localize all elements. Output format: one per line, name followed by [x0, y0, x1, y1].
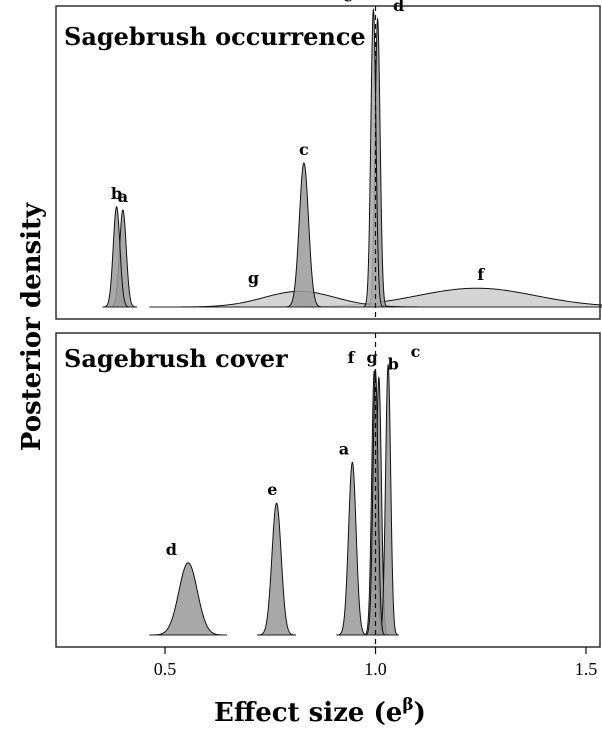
density-fill-d	[367, 19, 389, 307]
panel-title: Sagebrush occurrence	[64, 22, 366, 51]
density-curve-a	[336, 461, 369, 636]
curve-label-e: e	[267, 480, 277, 499]
x-axis-title-close: )	[414, 698, 426, 728]
panel-frame	[55, 332, 601, 648]
density-fill-c	[284, 163, 324, 307]
curve-label-f: f	[348, 348, 356, 367]
x-axis-title-superscript: β	[402, 695, 413, 715]
density-curve-c	[284, 162, 324, 308]
curve-label-a: a	[118, 187, 128, 206]
curve-label-f: f	[477, 265, 485, 284]
density-curve-e	[257, 502, 297, 636]
density-fill-g	[364, 371, 387, 635]
curve-label-b: b	[388, 355, 399, 374]
density-fill-f	[228, 288, 602, 307]
density-curve-e	[362, 7, 385, 308]
curve-label-b: b	[111, 184, 122, 203]
density-curve-b	[102, 206, 131, 308]
curve-label-a: a	[339, 439, 349, 458]
curve-label-c: c	[411, 342, 421, 361]
x-tick-label: 1.0	[364, 659, 387, 679]
density-fill-c	[377, 364, 399, 635]
curve-label-d: d	[166, 540, 177, 559]
density-fill-e	[362, 9, 384, 308]
x-tick-label: 0.5	[154, 659, 177, 679]
density-fill-a	[336, 462, 369, 635]
y-axis-title: Posterior density	[17, 202, 47, 451]
panel-frame	[55, 5, 601, 320]
density-fill-a	[108, 209, 138, 307]
panel-cover: d e a bc f g Sagebrush cover	[55, 332, 601, 648]
panel-occurrence: f g c ab d e Sagebrush occurrence	[55, 0, 602, 320]
curve-label-c: c	[299, 140, 309, 159]
curve-label-e: e	[343, 0, 353, 6]
density-fill-b	[102, 206, 131, 307]
panel-title: Sagebrush cover	[64, 344, 288, 373]
density-fill-e	[257, 503, 297, 635]
density-fill-d	[149, 562, 228, 635]
x-axis-title: Effect size (eβ)	[214, 695, 426, 728]
curve-label-g: g	[248, 268, 259, 287]
curve-label-g: g	[367, 348, 378, 367]
density-curve-d	[149, 562, 228, 636]
curve-label-d: d	[393, 0, 404, 15]
x-axis-title-main: Effect size (e	[214, 698, 402, 728]
x-tick-label: 1.5	[575, 659, 598, 679]
